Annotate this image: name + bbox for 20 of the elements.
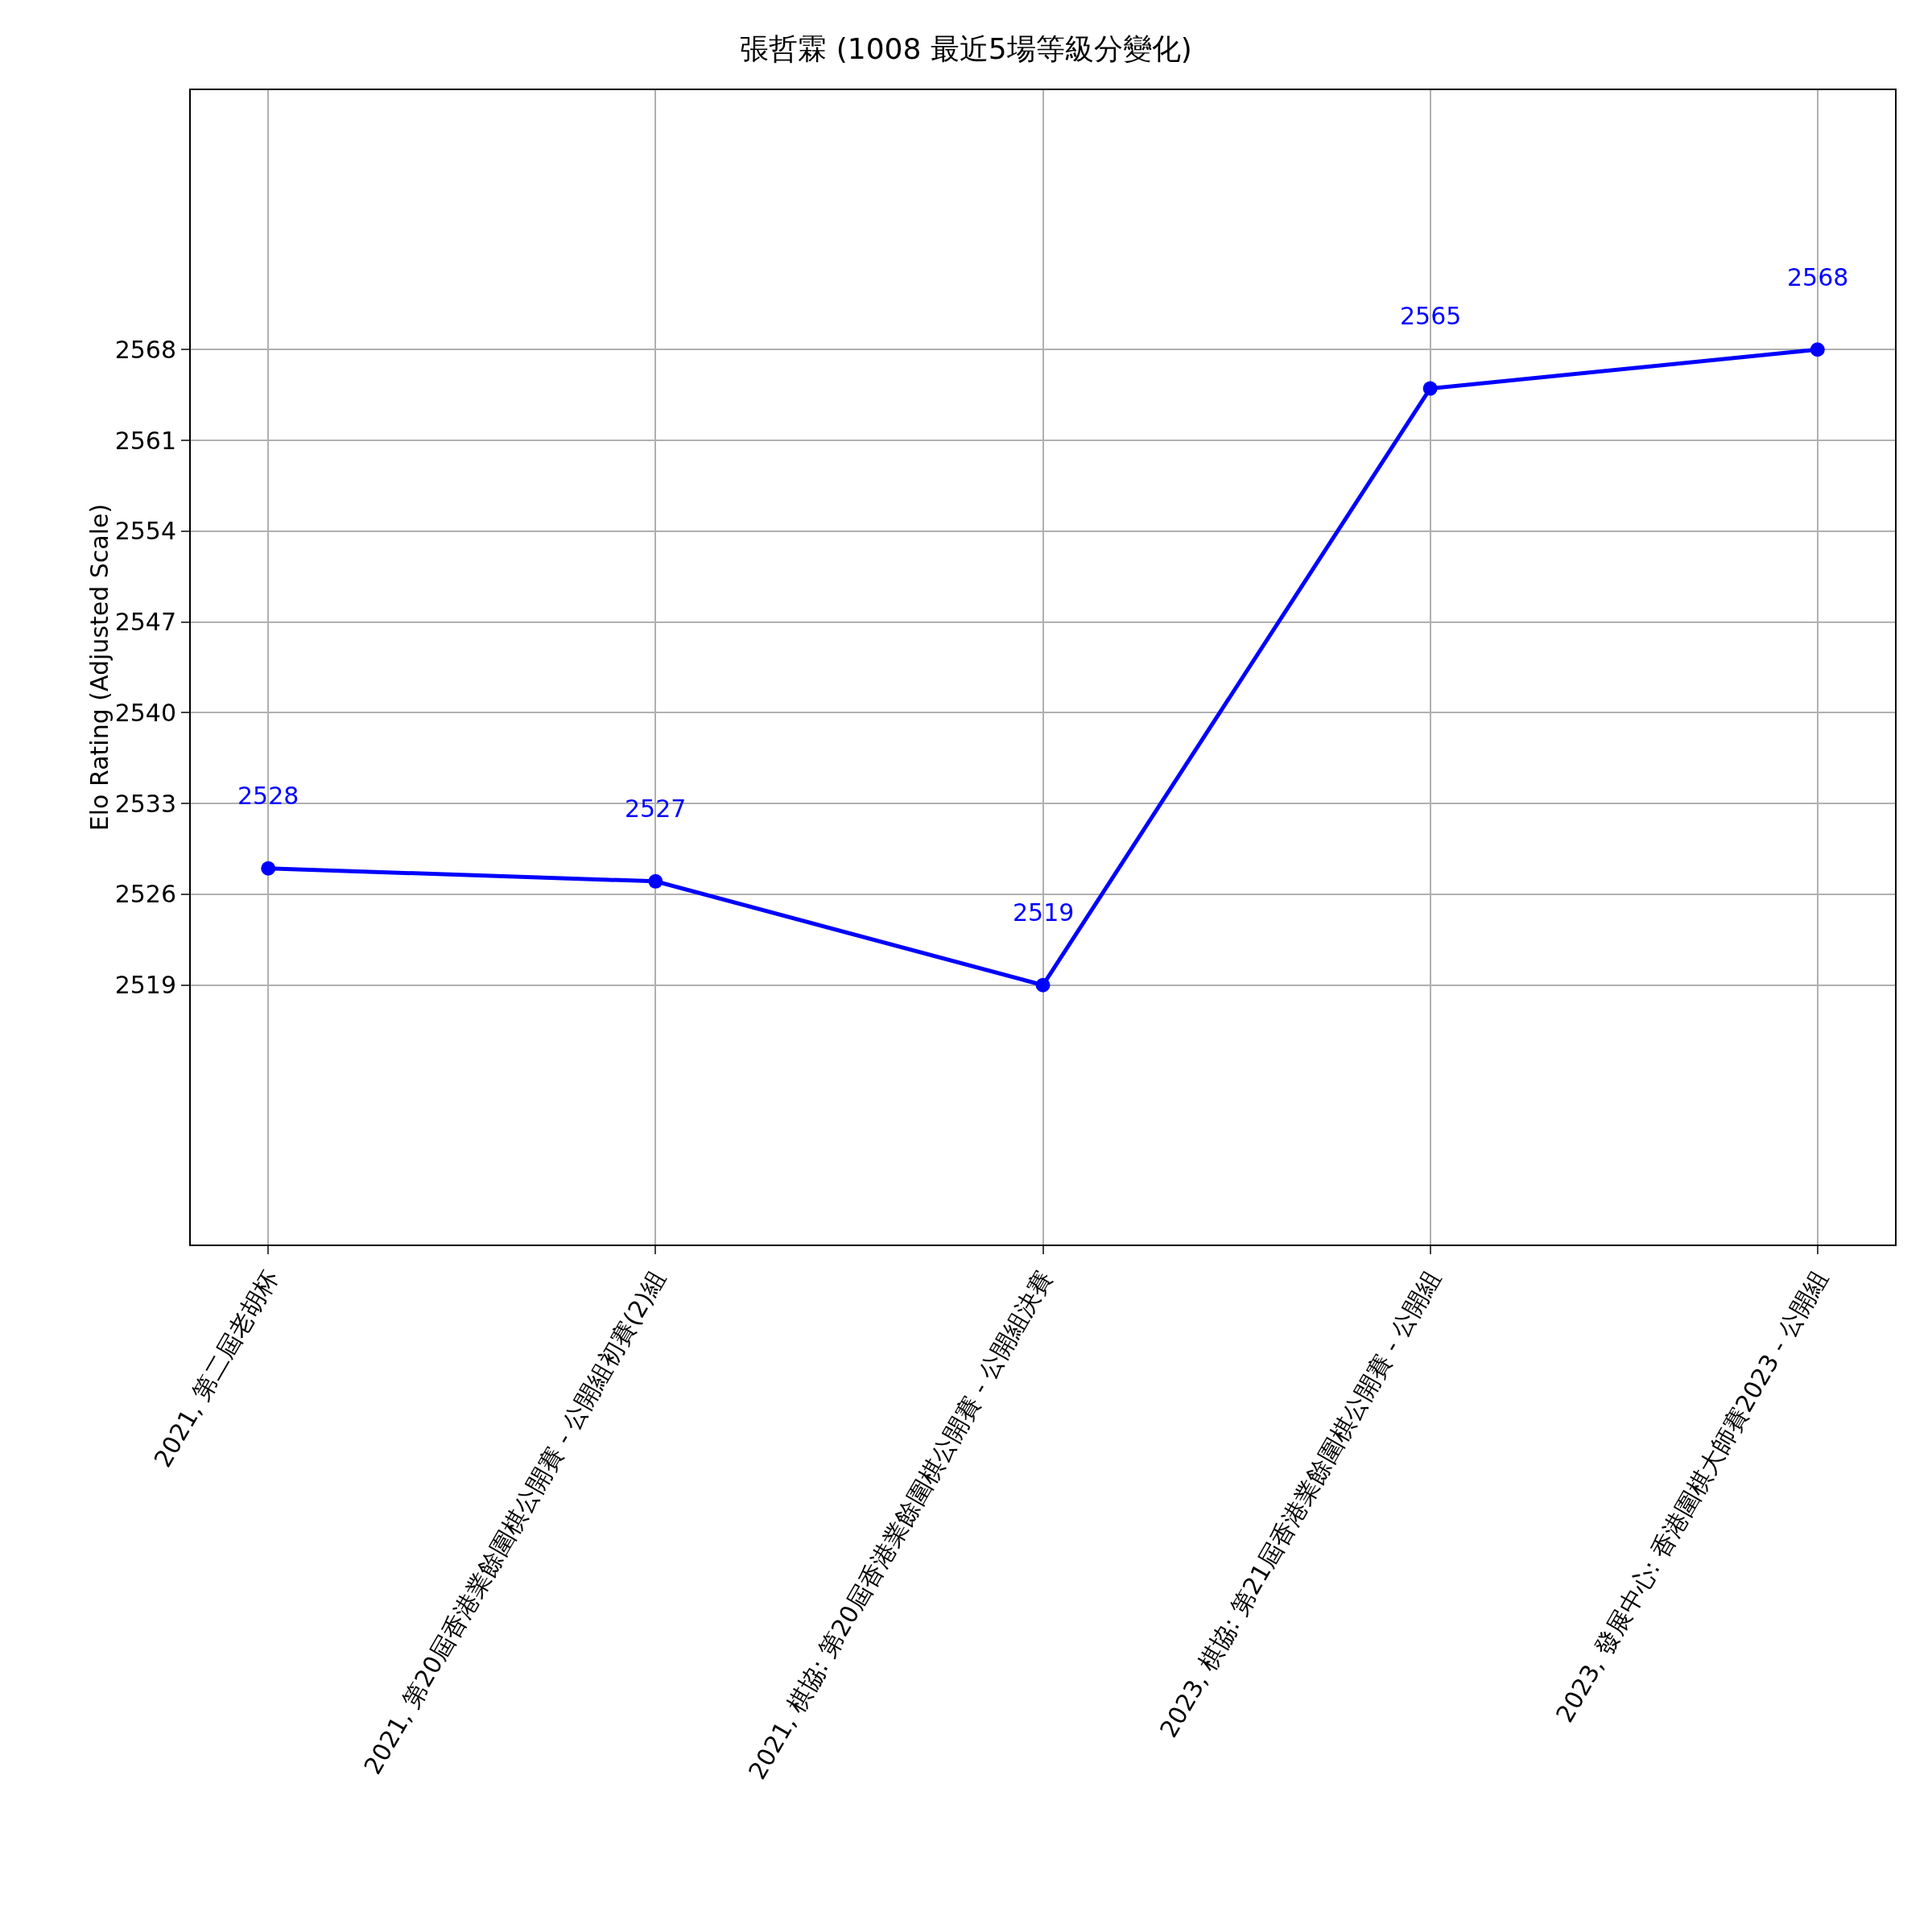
y-tick-label: 2533 bbox=[114, 789, 176, 818]
y-tick-label: 2561 bbox=[114, 426, 176, 455]
data-label: 2565 bbox=[1400, 302, 1462, 330]
data-label: 2528 bbox=[237, 782, 299, 810]
data-label: 2527 bbox=[625, 795, 687, 823]
y-tick-label: 2568 bbox=[114, 335, 176, 364]
y-tick-label: 2526 bbox=[114, 880, 176, 909]
point bbox=[1810, 342, 1825, 357]
point bbox=[1035, 977, 1051, 993]
data-label: 2568 bbox=[1787, 263, 1849, 291]
data-label: 2519 bbox=[1013, 898, 1075, 927]
y-tick-label: 2547 bbox=[114, 608, 176, 637]
y-tick-label: 2519 bbox=[114, 971, 176, 1000]
y-axis-title: Elo Rating (Adjusted Scale) bbox=[85, 503, 114, 832]
chart-title: 張哲霖 (1008 最近5場等級分變化) bbox=[740, 31, 1192, 65]
y-tick-label: 2540 bbox=[114, 698, 176, 727]
point bbox=[1422, 381, 1438, 396]
point bbox=[261, 861, 276, 876]
y-tick-label: 2554 bbox=[114, 517, 176, 546]
point bbox=[648, 873, 663, 889]
